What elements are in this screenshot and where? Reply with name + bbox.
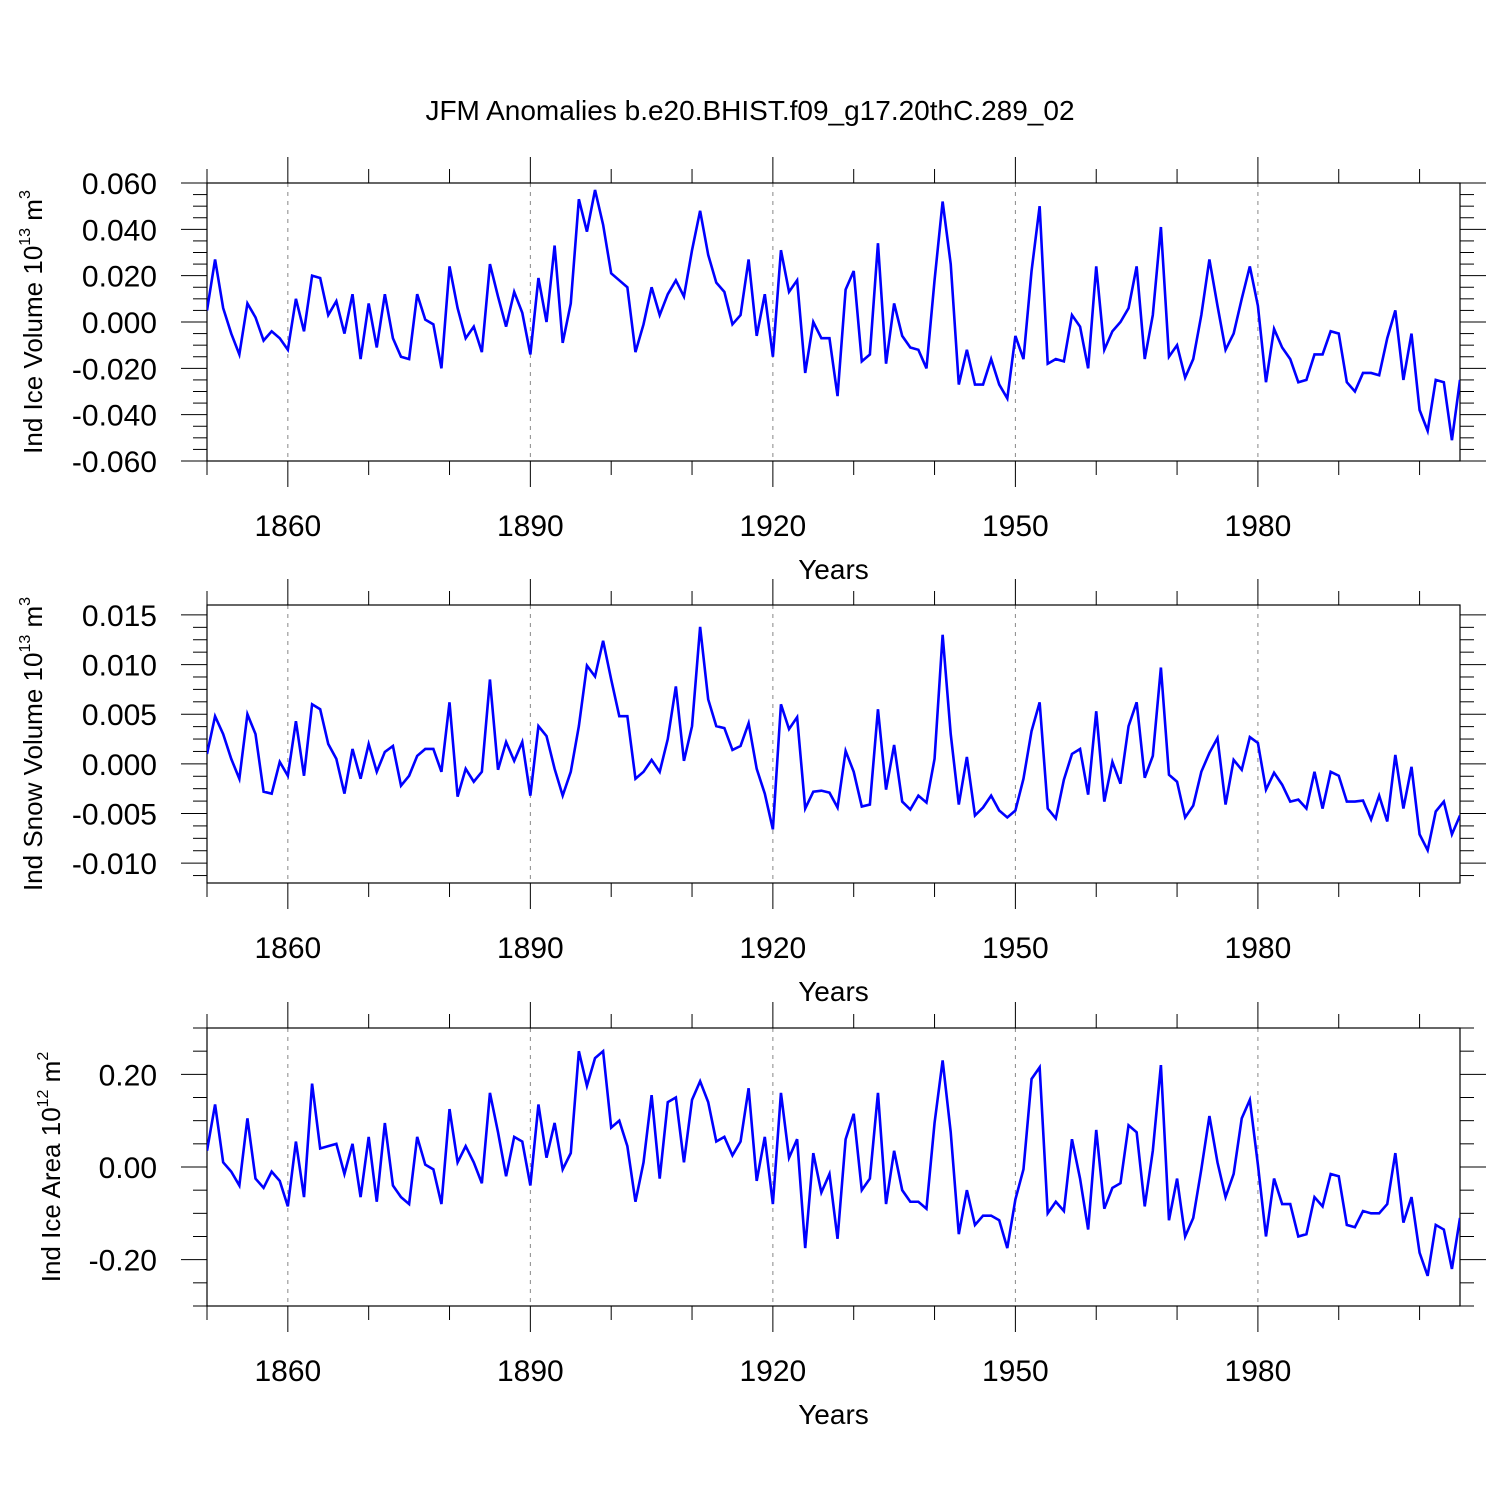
series-line-ind-ice-area: [207, 1048, 1460, 1277]
panel-3: 1860 1890 1920 1950 1980 Years -0.20 0.00 0.20 In…: [35, 1002, 1486, 1430]
y-axis-label-superscript: 12: [35, 1089, 52, 1107]
y-tick-label: 0.000: [82, 307, 157, 340]
x-tick-label: 1860: [254, 1355, 321, 1388]
y-tick-label: 0.040: [82, 214, 157, 247]
y-axis-label-text: Ind Snow Volume 10: [18, 653, 48, 892]
y-axis-label: Ind Ice Volume 1013 m3: [17, 190, 48, 454]
y-axis-label-superscript: 3: [17, 190, 34, 199]
y-tick-label: 0.000: [82, 749, 157, 782]
y-tick-label: -0.005: [72, 799, 157, 832]
y-tick-label: -0.060: [72, 446, 157, 479]
y-axis-label-superscript: 3: [17, 597, 34, 606]
x-tick-label: 1950: [982, 510, 1049, 543]
y-tick-label: 0.060: [82, 168, 157, 201]
plot-frame: [206, 604, 1461, 884]
y-axis-label-text: m: [18, 606, 48, 635]
y-axis-label-superscript: 13: [17, 228, 34, 246]
y-axis-label: Ind Ice Area 1012 m2: [35, 1052, 66, 1283]
x-tick-label: 1950: [982, 1355, 1049, 1388]
x-tick-label: 1860: [254, 510, 321, 543]
y-tick-label: 0.005: [82, 699, 157, 732]
x-tick-label: 1980: [1225, 510, 1292, 543]
x-axis-label: Years: [798, 554, 869, 585]
y-tick-label: 0.015: [82, 600, 157, 633]
y-axis-label-superscript: 13: [17, 635, 34, 653]
y-axis-label: Ind Snow Volume 1013 m3: [17, 597, 48, 891]
y-tick-label: 0.020: [82, 261, 157, 294]
x-axis-label: Years: [798, 1399, 869, 1430]
y-axis-label-text: Ind Ice Area 10: [36, 1107, 66, 1282]
x-tick-label: 1950: [982, 932, 1049, 965]
panel-2: 1860 1890 1920 1950 1980 Years -0.010 -0.005 0.0…: [17, 579, 1486, 1007]
series-line-ind-ice-volume: [207, 189, 1460, 441]
x-axis-label: Years: [798, 976, 869, 1007]
panel-1: 1860 1890 1920 1950 1980 Years -0.060 -0.040 -0.…: [17, 157, 1486, 585]
y-axis-label-text: m: [36, 1061, 66, 1090]
y-axis-label-text: m: [18, 199, 48, 228]
x-tick-label: 1890: [497, 1355, 564, 1388]
x-tick-label: 1920: [739, 1355, 806, 1388]
panels: 1860 1890 1920 1950 1980 Years -0.060 -0.040 -0.…: [17, 157, 1486, 1430]
y-tick-label: 0.20: [99, 1059, 157, 1092]
y-tick-label: -0.010: [72, 848, 157, 881]
x-tick-label: 1890: [497, 932, 564, 965]
y-tick-label: -0.020: [72, 353, 157, 386]
y-axis-label-text: Ind Ice Volume 10: [18, 246, 48, 454]
x-tick-label: 1890: [497, 510, 564, 543]
y-tick-label: -0.040: [72, 400, 157, 433]
x-tick-label: 1920: [739, 510, 806, 543]
y-tick-label: -0.20: [89, 1245, 157, 1278]
figure-title: JFM Anomalies b.e20.BHIST.f09_g17.20thC.…: [425, 95, 1074, 126]
x-tick-label: 1860: [254, 932, 321, 965]
series-line-ind-snow-volume: [207, 626, 1460, 855]
x-tick-label: 1980: [1225, 932, 1292, 965]
y-tick-label: 0.00: [99, 1152, 157, 1185]
y-axis-label-superscript: 2: [35, 1052, 52, 1061]
y-tick-label: 0.010: [82, 650, 157, 683]
x-tick-label: 1920: [739, 932, 806, 965]
x-tick-label: 1980: [1225, 1355, 1292, 1388]
